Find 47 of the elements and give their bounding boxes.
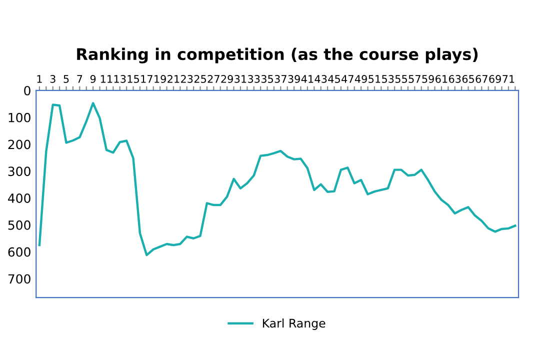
x-tick-label: 63 <box>448 75 461 83</box>
x-tick-label: 55 <box>395 75 407 83</box>
x-tick-label: 13 <box>114 75 126 83</box>
x-tick-label: 29 <box>221 75 233 83</box>
x-tick-label: 37 <box>274 75 286 83</box>
x-tick-label: 57 <box>408 75 420 83</box>
x-tick-label: 17 <box>141 75 152 83</box>
x-tick-label: 5 <box>64 75 69 83</box>
x-tick-label: 31 <box>234 75 246 83</box>
x-tick-label: 19 <box>154 75 166 83</box>
x-tick-label: 67 <box>476 75 488 83</box>
x-tick-label: 27 <box>208 75 220 83</box>
x-tick-label: 7 <box>77 75 82 83</box>
x-tick-label: 9 <box>90 75 96 83</box>
y-tick-label: 700 <box>8 274 30 284</box>
y-tick-label: 0 <box>24 86 30 96</box>
x-tick-label: 61 <box>436 75 448 83</box>
x-tick-label: 23 <box>181 75 193 83</box>
x-tick-label: 53 <box>382 75 394 83</box>
x-tick-label: 59 <box>422 75 434 83</box>
y-tick-label: 500 <box>8 220 30 230</box>
y-tick-label: 600 <box>8 247 30 257</box>
x-tick-label: 25 <box>194 75 206 83</box>
x-tick-label: 47 <box>342 75 354 83</box>
x-tick-label: 71 <box>502 75 514 83</box>
legend-label: Karl Range <box>262 318 326 330</box>
y-tick-label: 100 <box>8 112 30 122</box>
y-tick-label: 200 <box>8 140 30 150</box>
x-tick-label: 15 <box>128 75 139 83</box>
x-tick-label: 45 <box>328 75 340 83</box>
chart-title: Ranking in competition (as the course plays) <box>77 48 478 64</box>
x-tick-label: 49 <box>354 75 367 83</box>
x-tick-label: 3 <box>50 75 56 83</box>
x-tick-label: 41 <box>301 75 314 83</box>
y-tick-label: 400 <box>8 194 30 203</box>
x-tick-label: 43 <box>314 75 327 83</box>
line-series <box>38 102 516 256</box>
x-tick-label: 33 <box>248 75 260 83</box>
x-tick-label: 1 <box>37 75 42 83</box>
x-tick-label: 21 <box>168 75 180 83</box>
x-tick-label: 11 <box>100 75 112 83</box>
x-tick-label: 51 <box>368 75 380 83</box>
x-tick-label: 35 <box>261 75 273 83</box>
y-tick-label: 300 <box>8 166 30 176</box>
x-tick-label: 65 <box>462 75 474 83</box>
x-tick-label: 69 <box>489 75 501 83</box>
x-tick-label: 39 <box>288 75 300 83</box>
